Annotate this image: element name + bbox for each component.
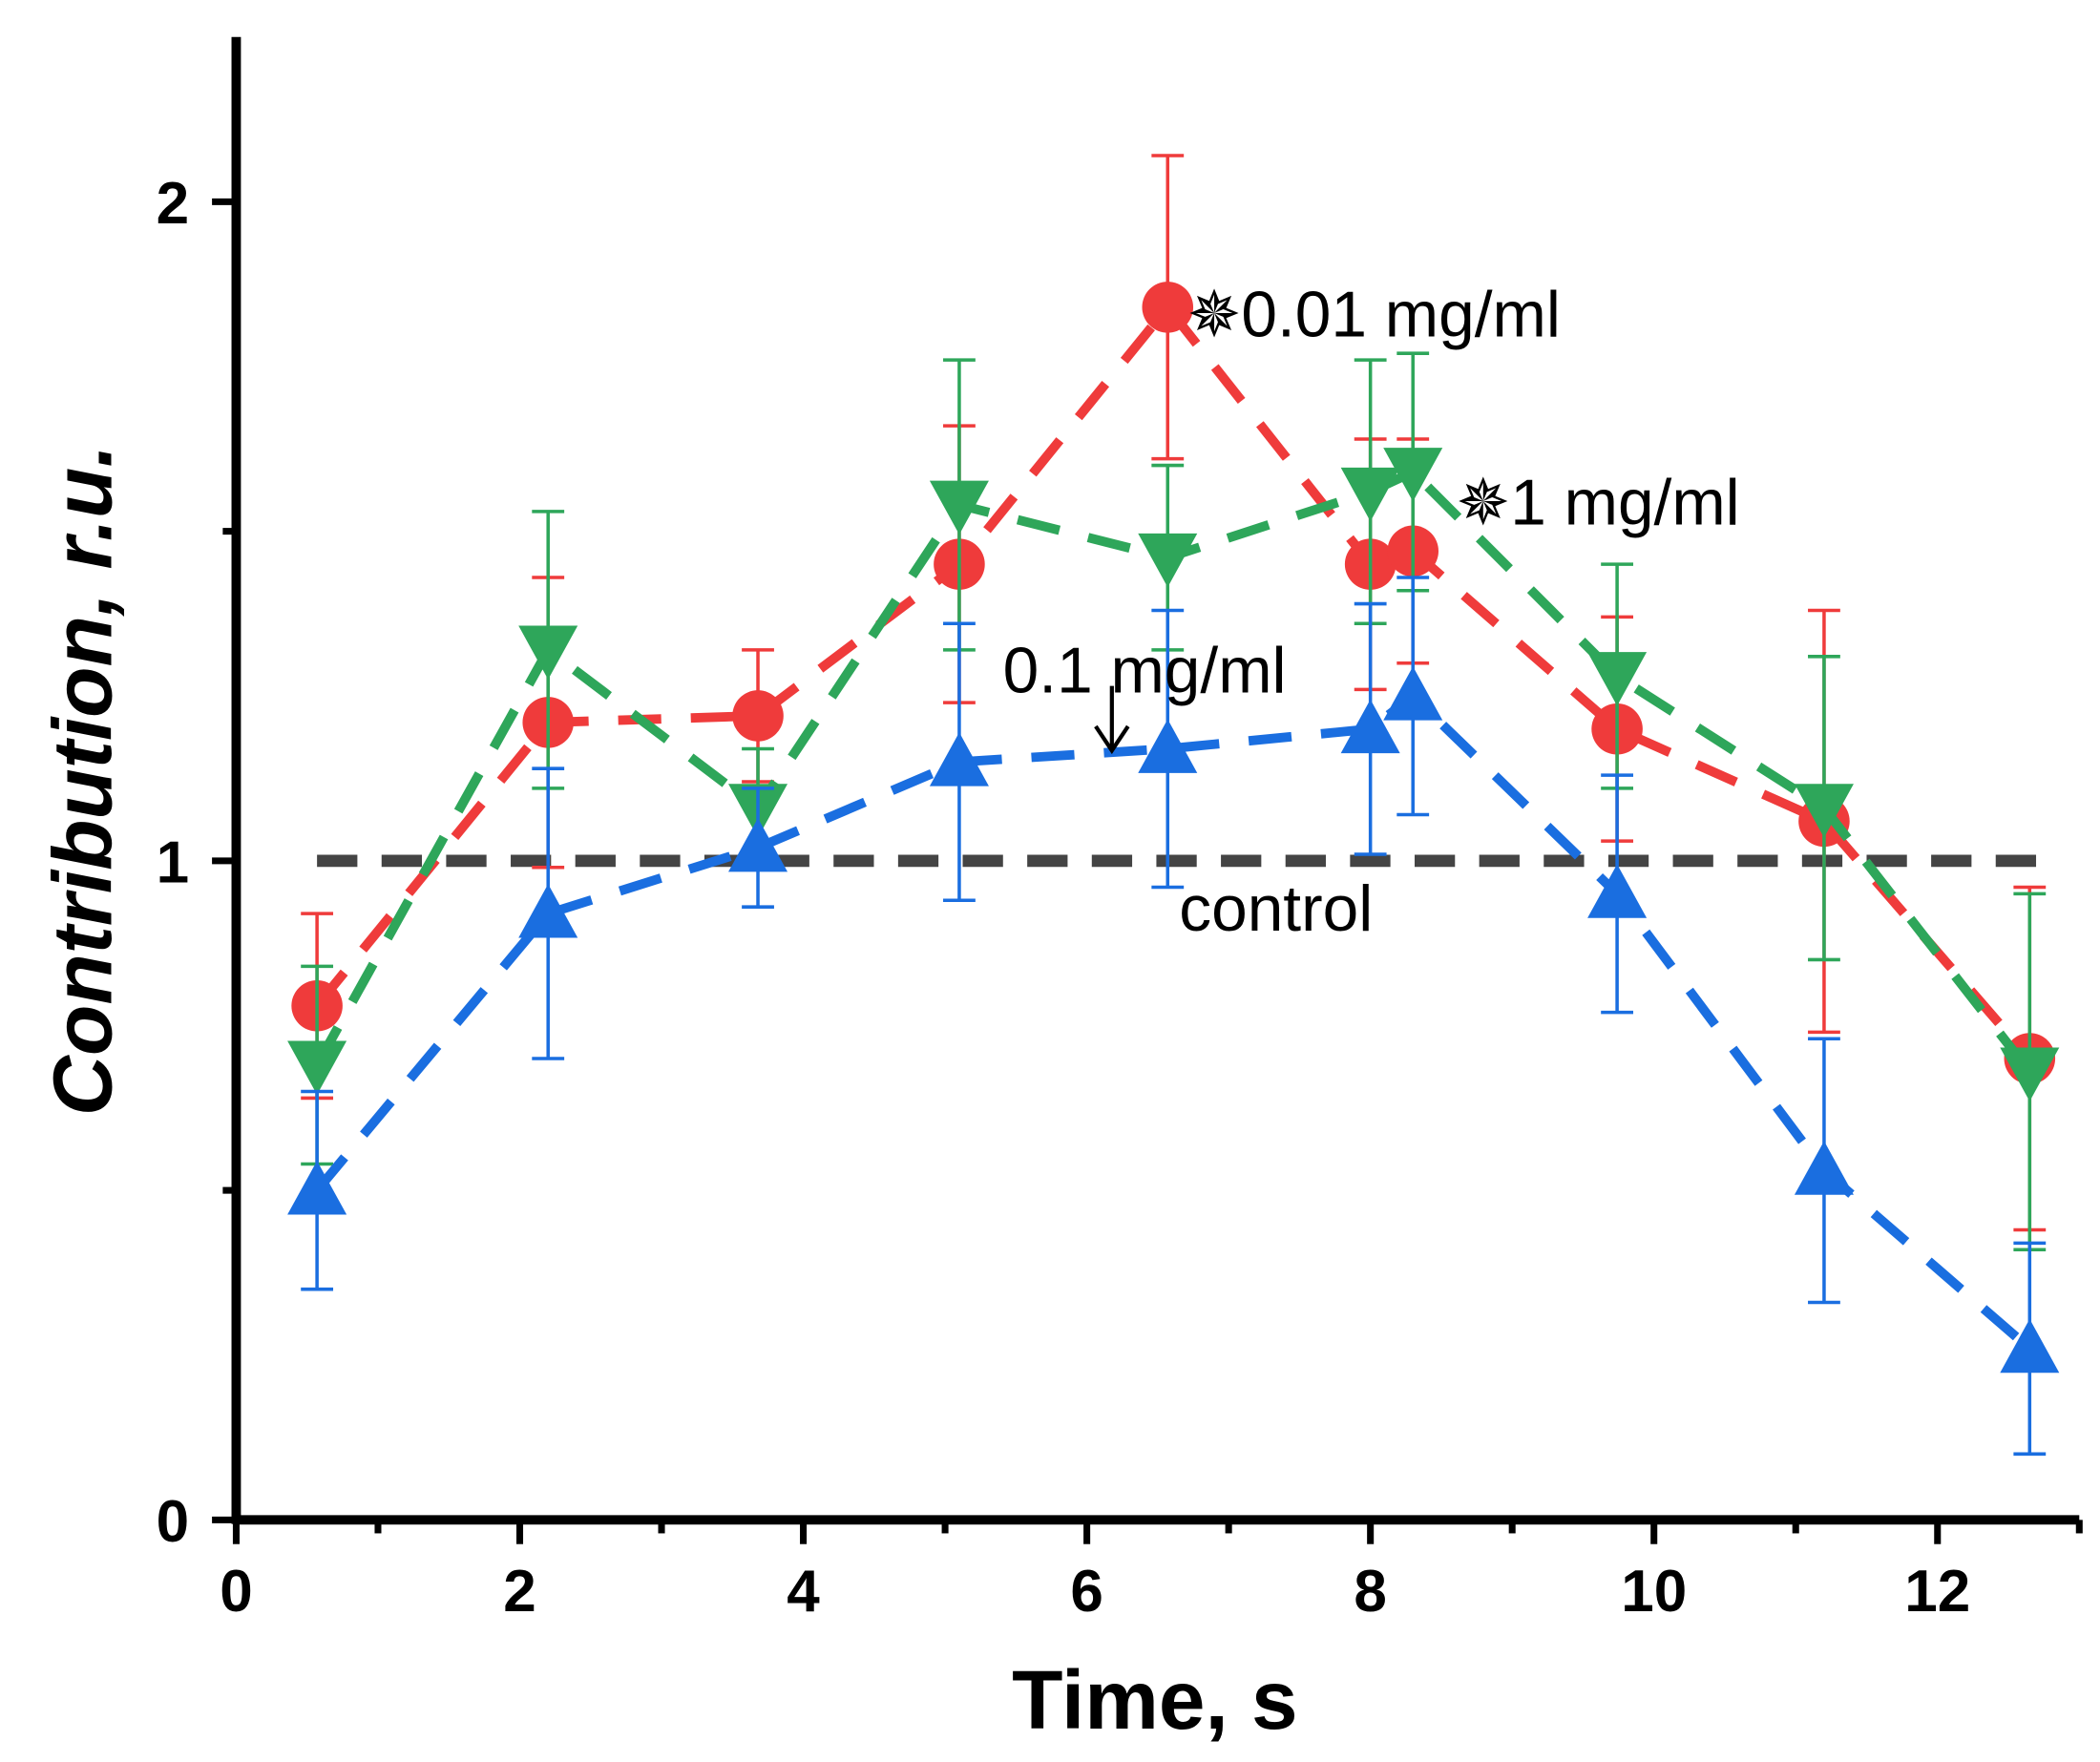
data-point xyxy=(1794,1141,1854,1195)
data-point xyxy=(2000,1047,2060,1101)
series-line xyxy=(313,299,2034,1062)
data-point xyxy=(1138,719,1198,773)
data-point xyxy=(1142,282,1194,333)
x-tick-label: 6 xyxy=(1070,1559,1102,1625)
data-point xyxy=(1794,784,1854,838)
data-point xyxy=(1340,467,1400,522)
annotation-control: control xyxy=(1179,873,1373,945)
x-tick-label: 0 xyxy=(220,1559,252,1625)
y-tick-label: 2 xyxy=(157,171,189,237)
series-0-1-mg-ml xyxy=(287,576,2060,1457)
data-point xyxy=(929,732,989,787)
x-axis-title: Time, s xyxy=(1012,1653,1297,1747)
data-point xyxy=(287,1161,347,1215)
down-arrow-icon xyxy=(1094,685,1130,755)
x-tick-label: 2 xyxy=(503,1559,536,1625)
data-point xyxy=(929,480,989,535)
data-point xyxy=(1383,666,1443,721)
data-point xyxy=(2000,1318,2060,1374)
series-1-mg-ml xyxy=(287,351,2060,1252)
x-tick-label: 10 xyxy=(1621,1559,1687,1625)
series-line xyxy=(313,689,2033,1353)
series-line xyxy=(312,466,2034,1075)
y-tick-label: 0 xyxy=(157,1489,189,1555)
x-tick-label: 8 xyxy=(1354,1559,1386,1625)
annotation-0.1: 0.1 mg/ml xyxy=(1003,636,1287,707)
data-point xyxy=(287,1040,347,1095)
annotation-0.01: ✵0.01 mg/ml xyxy=(1187,279,1561,350)
x-tick-label: 4 xyxy=(787,1559,820,1625)
data-point xyxy=(728,818,788,872)
x-tick-label: 12 xyxy=(1904,1559,1970,1625)
data-point xyxy=(1383,448,1443,502)
data-point xyxy=(518,884,578,938)
data-point xyxy=(1138,533,1198,588)
y-axis-title: Contribution, r.u. xyxy=(35,445,129,1117)
data-point xyxy=(1340,699,1400,754)
data-point xyxy=(518,625,578,680)
data-point xyxy=(732,690,784,742)
y-tick-label: 1 xyxy=(157,829,189,895)
data-point xyxy=(1587,864,1648,918)
annotation-1: ✵1 mg/ml xyxy=(1457,468,1740,539)
data-point xyxy=(1587,652,1648,706)
series-group xyxy=(287,154,2060,1457)
